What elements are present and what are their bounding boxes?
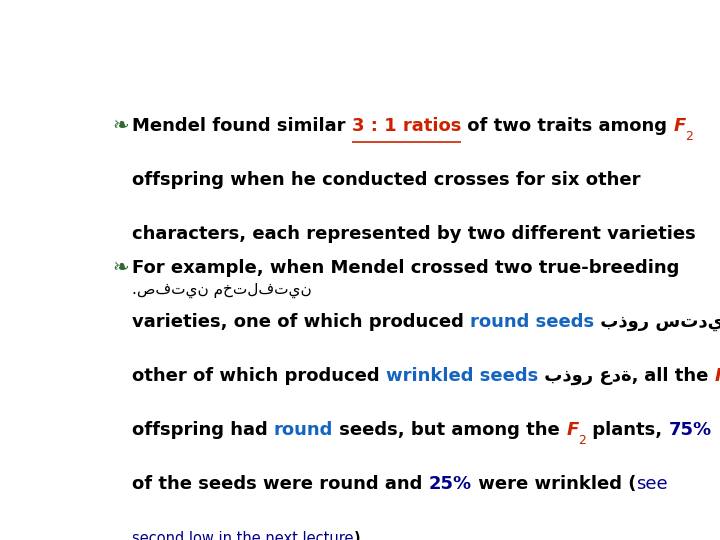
Text: F: F — [566, 421, 578, 439]
Text: second low in the next lecture: second low in the next lecture — [132, 531, 354, 540]
Text: other of which produced: other of which produced — [132, 367, 386, 385]
Text: ❧: ❧ — [112, 116, 129, 136]
Text: 75%: 75% — [669, 421, 712, 439]
Text: round: round — [274, 421, 333, 439]
Text: all the: all the — [639, 367, 715, 385]
Text: see: see — [636, 475, 667, 493]
Text: For example, when Mendel crossed two true-breeding: For example, when Mendel crossed two tru… — [132, 259, 679, 276]
Text: plants,: plants, — [586, 421, 669, 439]
Text: characters, each represented by two different varieties: characters, each represented by two diff… — [132, 225, 696, 244]
Text: were wrinkled (: were wrinkled ( — [472, 475, 636, 493]
Text: بذور عدة,: بذور عدة, — [538, 367, 639, 385]
Text: round seeds: round seeds — [470, 313, 594, 331]
Text: offspring when he conducted crosses for six other: offspring when he conducted crosses for … — [132, 171, 640, 190]
Text: 2: 2 — [685, 131, 693, 144]
Text: ❧: ❧ — [112, 258, 129, 276]
Text: wrinkled seeds: wrinkled seeds — [386, 367, 538, 385]
Text: F: F — [715, 367, 720, 385]
Text: seeds, but among the: seeds, but among the — [333, 421, 566, 439]
Text: of the seeds were round and: of the seeds were round and — [132, 475, 428, 493]
Text: 2: 2 — [578, 434, 586, 447]
Text: ).: ). — [354, 531, 366, 540]
Text: 3 : 1 ratios: 3 : 1 ratios — [351, 117, 461, 136]
Text: .صفتين مختلفتين: .صفتين مختلفتين — [132, 282, 312, 298]
Text: F: F — [673, 117, 685, 136]
Text: 25%: 25% — [428, 475, 472, 493]
Text: Mendel found similar: Mendel found similar — [132, 117, 351, 136]
Text: offspring had: offspring had — [132, 421, 274, 439]
Text: of two traits among: of two traits among — [461, 117, 673, 136]
Text: varieties, one of which produced: varieties, one of which produced — [132, 313, 470, 331]
Text: بذور ستديرة,: بذور ستديرة, — [594, 313, 720, 331]
